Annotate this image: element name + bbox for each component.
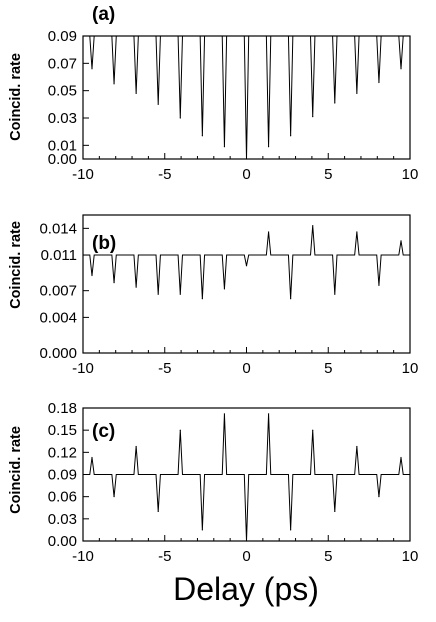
panel-c: -10 -5 0 5 10 0.00 0.03 0.06 0.09 0.12 0.15 0.18 Coi… [8, 400, 418, 565]
y-axis-title: Coincid. rate [8, 221, 24, 309]
data-point [179, 117, 181, 119]
x-tick-label: -5 [158, 548, 171, 565]
data-point [179, 293, 181, 295]
data-point [91, 456, 93, 459]
data-point [356, 445, 358, 448]
data-point [334, 102, 336, 104]
data-point [201, 298, 203, 300]
data-point [135, 92, 137, 94]
data-point [91, 274, 93, 277]
data-point [91, 68, 93, 70]
y-tick-label: 0.09 [48, 28, 77, 45]
data-point [201, 135, 203, 137]
series-line [83, 225, 410, 299]
data-point [378, 496, 380, 498]
x-tick-label: 0 [242, 360, 250, 377]
y-tick-label: 0.05 [48, 83, 77, 100]
x-tick-label: -10 [72, 166, 94, 183]
data-point [334, 293, 336, 295]
data-point [378, 81, 380, 84]
data-point [312, 429, 314, 431]
y-tick-label: 0.03 [48, 511, 77, 528]
y-tick-label: 0.12 [48, 444, 77, 461]
panel-label: (b) [92, 233, 116, 254]
data-point [356, 231, 358, 233]
y-tick-label: 0.09 [48, 467, 77, 484]
data-point [267, 413, 270, 415]
data-point [267, 146, 270, 148]
x-tick-label: 10 [402, 166, 419, 183]
y-tick-label: 0.004 [39, 309, 77, 326]
data-point [400, 68, 402, 70]
data-point [157, 293, 159, 295]
data-point [312, 225, 314, 227]
data-point [290, 529, 292, 531]
x-tick-label: 10 [402, 360, 419, 377]
y-tick-label: 0.000 [39, 345, 77, 362]
data-point [290, 298, 292, 300]
y-axis-title: Coincid. rate [8, 426, 24, 514]
panel-b: -10 -5 0 5 10 0.000 0.004 0.007 0.011 0.014 Coinci… [8, 214, 419, 377]
data-point [334, 510, 336, 513]
panel-label: (c) [92, 421, 115, 442]
data-point [113, 282, 115, 284]
x-tick-label: 0 [242, 166, 250, 183]
data-point [135, 286, 137, 288]
data-point [223, 288, 226, 290]
data-point [400, 240, 402, 242]
x-tick-label: -10 [72, 548, 94, 565]
x-tick-label: 10 [402, 548, 419, 565]
data-point [157, 103, 159, 105]
y-tick-label: 0.014 [39, 220, 77, 237]
data-point [179, 429, 181, 431]
x-tick-label: 5 [324, 166, 332, 183]
y-tick-label: 0.15 [48, 422, 77, 439]
data-point [400, 456, 402, 459]
data-point [245, 265, 248, 267]
y-tick-label: 0.03 [48, 110, 77, 127]
panel-label: (a) [92, 4, 115, 25]
data-point [201, 529, 203, 531]
y-tick-label: 0.011 [41, 247, 77, 264]
y-tick-label: 0.007 [39, 283, 77, 300]
data-point [356, 92, 358, 94]
y-axis-title: Coincid. rate [8, 53, 24, 141]
data-point [290, 135, 292, 137]
x-tick-label: -5 [158, 166, 171, 183]
y-tick-label: 0.00 [48, 533, 77, 550]
plot-frame [82, 214, 411, 354]
x-tick-label: -5 [158, 360, 171, 377]
data-point [223, 413, 226, 415]
y-tick-label: 0.07 [48, 55, 77, 72]
x-tick-label: 5 [324, 360, 332, 377]
data-point [267, 231, 270, 233]
x-tick-label: 0 [242, 548, 250, 565]
data-point [113, 83, 115, 85]
data-point [312, 116, 314, 118]
data-point [245, 158, 248, 160]
x-tick-label: 5 [324, 548, 332, 565]
x-tick-label: -10 [72, 360, 94, 377]
y-tick-label: 0.00 [48, 151, 77, 168]
panel-a: -10 -5 0 5 10 0.000.01 0.03 0.05 0.07 0.09 Coincid… [8, 4, 418, 183]
data-point [113, 496, 115, 498]
data-point [157, 510, 159, 513]
y-tick-label: 0.06 [48, 489, 77, 506]
y-tick-label: 0.01 [48, 137, 77, 154]
series-line [83, 413, 410, 542]
data-point [378, 284, 380, 286]
y-tick-label: 0.18 [48, 400, 77, 417]
data-point [223, 146, 226, 148]
data-point [245, 540, 248, 542]
x-axis-title: Delay (ps) [173, 571, 319, 607]
series-line [83, 35, 410, 160]
data-point [135, 445, 137, 448]
